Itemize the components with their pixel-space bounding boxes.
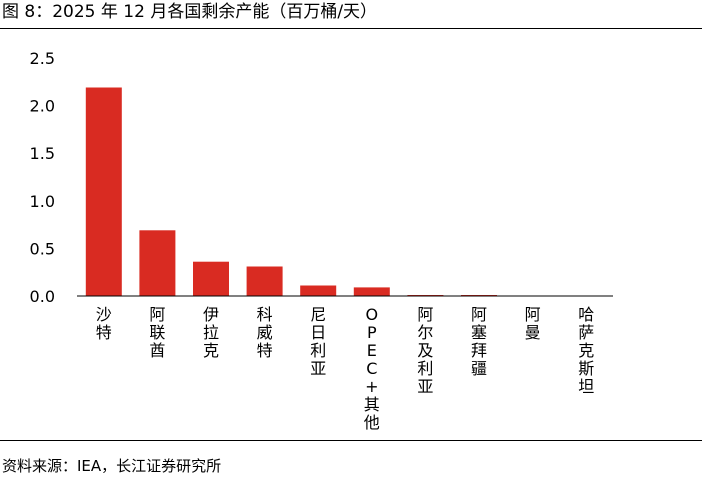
bar bbox=[246, 266, 283, 296]
x-category-label: O P E C +其他 bbox=[364, 305, 380, 432]
bar bbox=[300, 285, 337, 296]
source-note: 资料来源：IEA，长江证券研究所 bbox=[2, 457, 222, 475]
x-category-label: 尼日利亚 bbox=[310, 305, 326, 378]
y-tick-label: 2.0 bbox=[30, 97, 55, 116]
figure-title: 图 8：2025 年 12 月各国剩余产能（百万桶/天） bbox=[2, 2, 378, 22]
y-tick-label: 0.0 bbox=[30, 287, 55, 306]
x-category-label: 阿尔及利亚 bbox=[417, 305, 433, 396]
y-axis-ticks: 0.0 0.5 1.0 1.5 2.0 2.5 bbox=[30, 49, 55, 306]
bar bbox=[139, 230, 176, 296]
bar bbox=[353, 287, 390, 296]
x-category-label: 阿联酋 bbox=[149, 305, 165, 360]
x-category-label: 科威特 bbox=[257, 305, 273, 360]
x-category-label: 阿曼 bbox=[525, 305, 541, 342]
bar-chart: 0.0 0.5 1.0 1.5 2.0 2.5 沙特 阿联酋 伊拉克 科威特 尼日利亚 O P E C +其… bbox=[30, 49, 613, 432]
y-tick-label: 1.0 bbox=[30, 192, 55, 211]
y-tick-label: 0.5 bbox=[30, 239, 55, 258]
top-divider bbox=[0, 28, 702, 29]
x-category-label: 伊拉克 bbox=[203, 305, 219, 360]
x-category-label: 沙特 bbox=[96, 305, 112, 342]
x-axis-categories: 沙特 阿联酋 伊拉克 科威特 尼日利亚 O P E C +其他 阿尔及利亚 阿塞拜疆 阿曼 哈萨克斯坦 bbox=[96, 305, 594, 432]
bar bbox=[85, 87, 122, 296]
x-category-label: 哈萨克斯坦 bbox=[578, 305, 594, 396]
bottom-divider bbox=[0, 440, 702, 441]
x-category-label: 阿塞拜疆 bbox=[471, 305, 487, 378]
y-tick-label: 1.5 bbox=[30, 144, 55, 163]
bars bbox=[85, 87, 551, 296]
bar bbox=[193, 261, 229, 296]
y-tick-label: 2.5 bbox=[30, 49, 55, 68]
